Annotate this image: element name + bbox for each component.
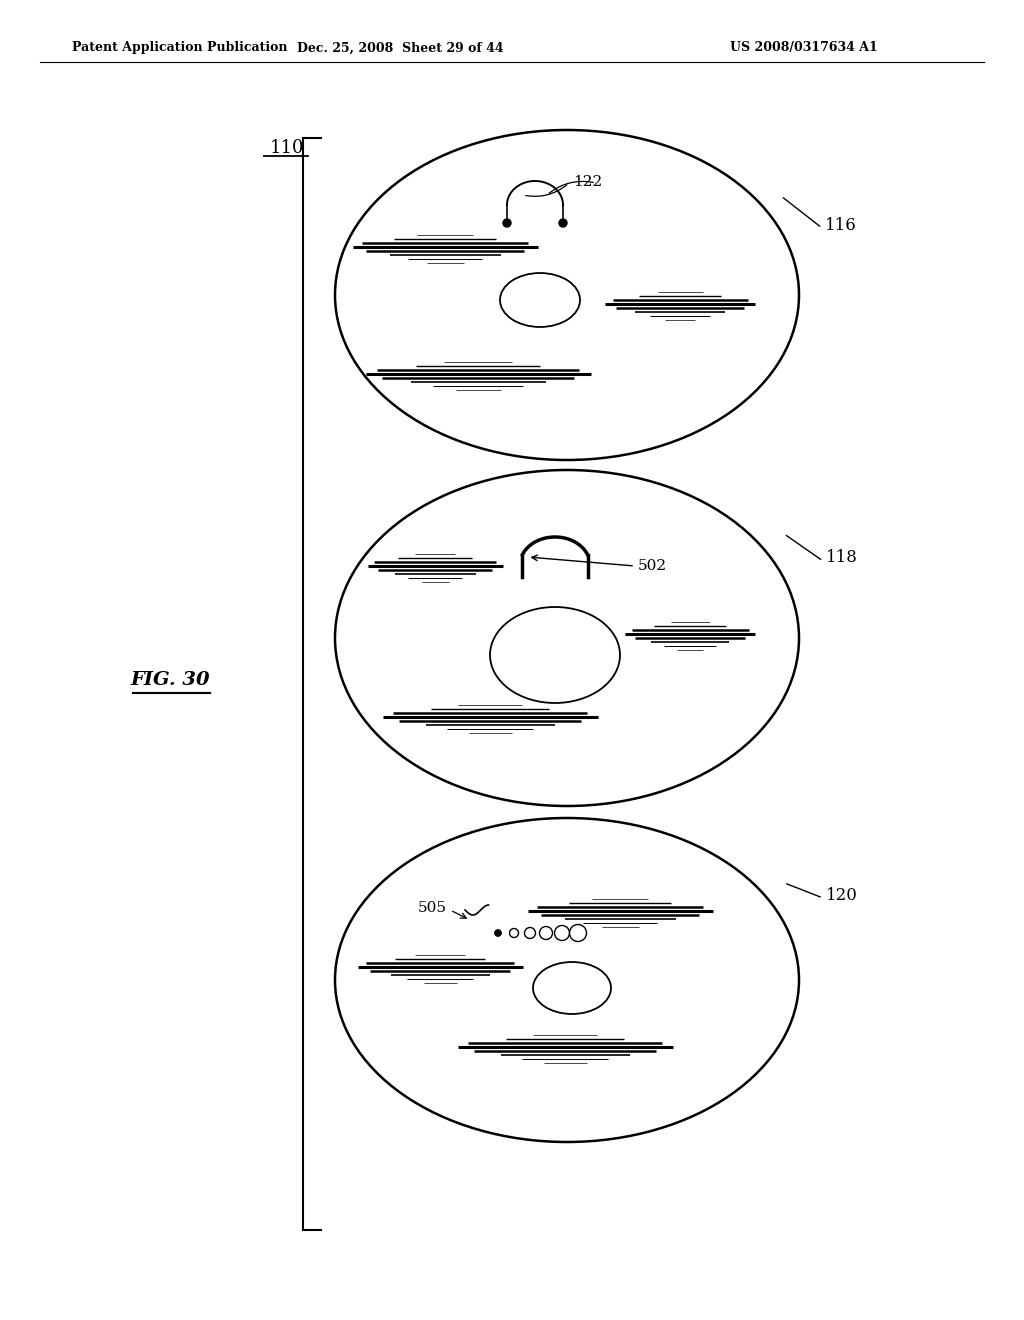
Circle shape <box>559 219 567 227</box>
Circle shape <box>503 219 511 227</box>
Text: 505: 505 <box>418 902 447 915</box>
Text: 116: 116 <box>825 216 857 234</box>
Text: FIG. 30: FIG. 30 <box>130 671 210 689</box>
Text: 110: 110 <box>269 139 304 157</box>
Text: Dec. 25, 2008  Sheet 29 of 44: Dec. 25, 2008 Sheet 29 of 44 <box>297 41 504 54</box>
Text: 122: 122 <box>573 176 602 189</box>
Ellipse shape <box>534 962 611 1014</box>
Ellipse shape <box>500 273 580 327</box>
Circle shape <box>495 931 501 936</box>
Text: 120: 120 <box>826 887 858 903</box>
Text: Patent Application Publication: Patent Application Publication <box>72 41 288 54</box>
Text: 502: 502 <box>638 558 667 573</box>
Ellipse shape <box>490 607 620 704</box>
Text: US 2008/0317634 A1: US 2008/0317634 A1 <box>730 41 878 54</box>
Text: 118: 118 <box>826 549 858 566</box>
